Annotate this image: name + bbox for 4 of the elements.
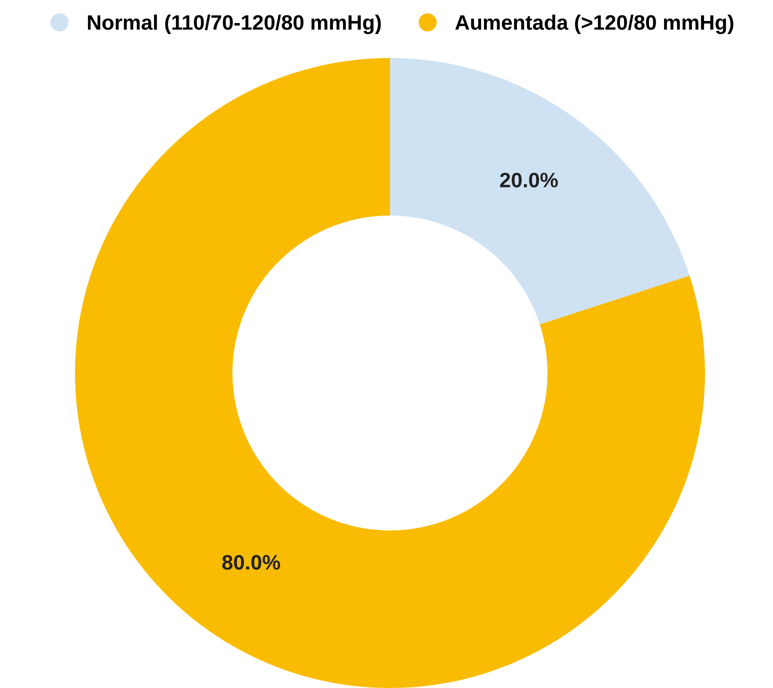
- legend-label: Normal (110/70-120/80 mmHg): [88, 14, 381, 34]
- data-label: 80.0%: [222, 554, 280, 570]
- legend-label: Aumentada (>120/80 mmHg): [455, 14, 734, 34]
- data-label: 20.0%: [500, 172, 558, 188]
